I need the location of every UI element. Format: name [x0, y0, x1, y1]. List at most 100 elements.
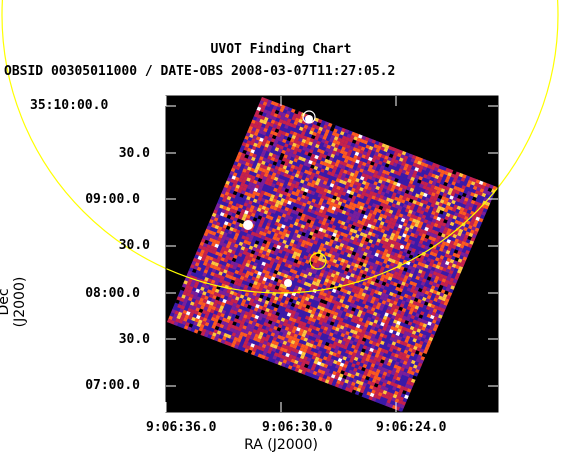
image-pixel: [287, 346, 293, 351]
image-pixel: [266, 185, 272, 190]
image-pixel: [313, 240, 318, 245]
image-pixel: [222, 280, 227, 285]
y-axis-label: Dec (J2000): [0, 276, 28, 328]
image-pixel: [283, 311, 289, 316]
image-pixel: [196, 248, 202, 253]
image-pixel: [304, 196, 310, 201]
image-pixel: [210, 279, 216, 285]
image-pixel: [303, 273, 308, 279]
image-pixel: [348, 268, 353, 274]
image-pixel: [323, 345, 329, 350]
image-pixel: [339, 280, 344, 285]
image-pixel: [309, 295, 315, 300]
image-pixel: [221, 328, 227, 333]
image-pixel: [285, 196, 290, 201]
image-pixel: [219, 249, 225, 254]
image-pixel: [313, 341, 319, 346]
image-pixel: [217, 338, 223, 343]
image-pixel: [371, 203, 377, 208]
image-pixel: [301, 258, 307, 263]
image-pixel: [356, 230, 361, 236]
image-pixel: [325, 211, 331, 216]
image-pixel: [289, 268, 295, 274]
image-pixel: [260, 272, 266, 277]
image-pixel: [319, 242, 325, 248]
image-pixel: [223, 239, 229, 245]
image-pixel: [353, 293, 359, 298]
image-pixel: [241, 272, 246, 277]
image-pixel: [319, 354, 325, 360]
image-pixel: [287, 163, 292, 168]
image-pixel: [381, 206, 387, 212]
image-pixel: [286, 293, 292, 299]
image-pixel: [349, 172, 355, 177]
image-pixel: [276, 226, 281, 231]
image-pixel: [279, 208, 285, 214]
image-pixel: [264, 124, 270, 130]
image-pixel: [327, 178, 333, 184]
image-pixel: [304, 140, 310, 145]
image-pixel: [238, 223, 244, 228]
image-pixel: [286, 230, 292, 235]
image-pixel: [368, 265, 374, 270]
image-pixel: [186, 318, 192, 324]
image-pixel: [346, 245, 351, 250]
image-pixel: [321, 359, 327, 364]
image-pixel: [290, 183, 296, 188]
image-pixel: [264, 217, 269, 223]
image-pixel: [361, 217, 367, 223]
image-pixel: [354, 308, 360, 313]
image-pixel: [306, 200, 312, 205]
image-pixel: [295, 207, 301, 213]
image-pixel: [263, 340, 268, 346]
image-pixel: [244, 135, 250, 141]
image-pixel: [318, 152, 324, 158]
image-pixel: [256, 255, 261, 261]
image-pixel: [357, 208, 363, 214]
image-pixel: [337, 156, 342, 161]
image-pixel: [270, 332, 276, 337]
image-pixel: [370, 169, 376, 174]
image-pixel: [339, 325, 345, 330]
image-pixel: [293, 240, 299, 245]
image-pixel: [317, 212, 323, 217]
image-pixel: [240, 264, 246, 270]
image-pixel: [284, 251, 290, 257]
image-pixel: [213, 273, 219, 278]
image-pixel: [332, 214, 337, 219]
image-pixel: [247, 304, 252, 310]
image-pixel: [229, 226, 234, 232]
image-pixel: [339, 317, 344, 322]
image-pixel: [208, 323, 213, 328]
chart-title: UVOT Finding Chart: [210, 42, 352, 57]
image-pixel: [287, 357, 292, 362]
image-pixel: [302, 329, 308, 335]
image-pixel: [302, 154, 308, 159]
image-pixel: [270, 194, 276, 199]
image-pixel: [257, 159, 263, 164]
image-pixel: [315, 282, 320, 287]
image-pixel: [272, 355, 278, 360]
image-pixel: [327, 335, 333, 340]
image-pixel: [253, 131, 259, 137]
image-pixel: [281, 176, 287, 181]
image-pixel: [356, 275, 362, 281]
image-pixel: [255, 165, 260, 171]
image-pixel: [286, 248, 291, 254]
image-pixel: [354, 207, 360, 213]
image-pixel: [350, 179, 356, 185]
image-pixel: [303, 337, 309, 342]
image-pixel: [390, 187, 395, 193]
image-pixel: [314, 199, 320, 205]
image-pixel: [278, 313, 284, 318]
image-pixel: [312, 150, 317, 155]
image-pixel: [279, 126, 285, 132]
image-pixel: [282, 239, 287, 245]
image-pixel: [345, 144, 351, 150]
image-pixel: [276, 106, 281, 112]
image-pixel: [339, 160, 344, 166]
image-pixel: [348, 231, 353, 236]
image-pixel: [247, 286, 252, 291]
image-pixel: [199, 297, 205, 303]
image-pixel: [267, 301, 273, 306]
